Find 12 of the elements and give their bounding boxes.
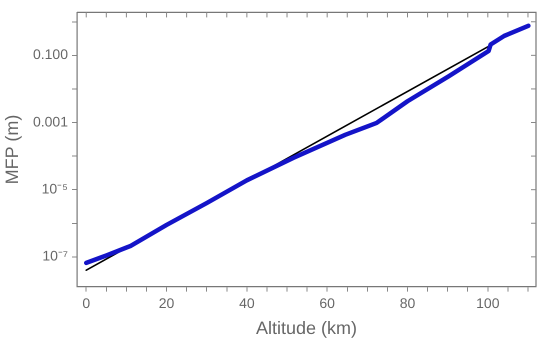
y-tick-label: 10⁻⁷	[42, 248, 68, 264]
x-tick-label: 100	[476, 294, 500, 311]
x-tick-label: 80	[400, 294, 416, 311]
x-tick-label: 60	[319, 294, 336, 311]
x-axis-title: Altitude (km)	[256, 318, 358, 338]
x-tick-label: 40	[239, 294, 255, 311]
y-tick-label: 0.100	[32, 46, 68, 62]
y-tick-label: 10⁻⁵	[42, 180, 68, 197]
y-axis-title: MFP (m)	[2, 114, 22, 184]
y-tick-label: 0.001	[32, 113, 68, 130]
x-tick-label: 0	[82, 294, 90, 311]
x-tick-label: 20	[158, 294, 175, 311]
